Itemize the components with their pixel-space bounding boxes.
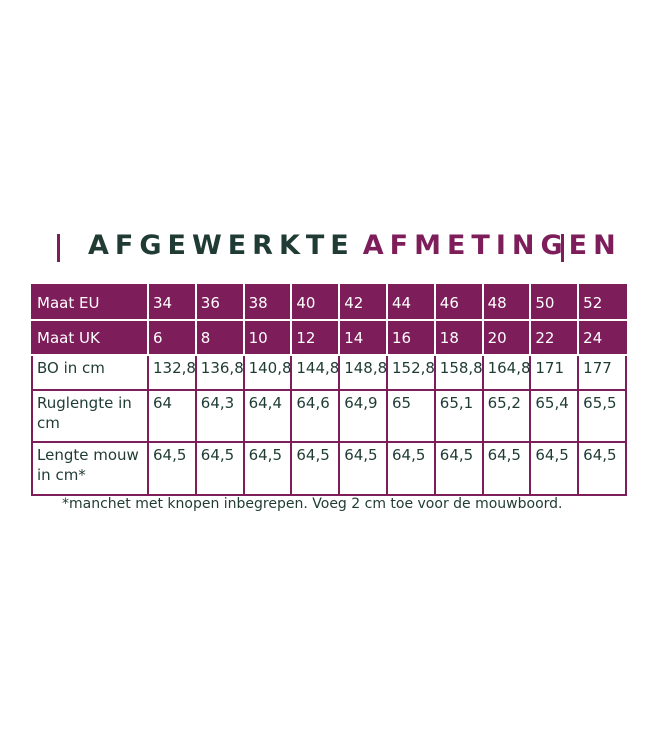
- table-cell: 6: [147, 319, 197, 356]
- table-cell: 132,8: [147, 354, 197, 391]
- table-cell: 140,8: [242, 354, 293, 391]
- row-label: Maat EU: [31, 284, 149, 321]
- table-cell: 64,9: [338, 389, 388, 443]
- table-cell: 136,8: [194, 354, 245, 391]
- table-cell: 50: [529, 284, 580, 321]
- table-cell: 64,5: [338, 441, 388, 496]
- size-table: Maat EU 34 36 38 40 42 44 46 48 50 52 Maat UK 6 8 10 12…: [31, 284, 627, 496]
- table-row: Ruglengte in cm 64 64,3 64,4 64,6 64,9 65 65,1 6…: [31, 389, 627, 443]
- table-row: Lengte mouw in cm* 64,5 64,5 64,5 64,5 64,5 64…: [31, 441, 627, 496]
- title: AFGEWERKTE AFMETINGEN: [88, 230, 622, 261]
- table-cell: 40: [290, 284, 341, 321]
- table-cell: 16: [385, 319, 436, 356]
- table-cell: 64,5: [385, 441, 436, 496]
- decor-bar: [57, 234, 60, 262]
- decor-bar: [561, 234, 564, 262]
- table-cell: 42: [338, 284, 388, 321]
- row-label: BO in cm: [31, 354, 149, 391]
- title-part: AFMETINGEN: [362, 230, 622, 261]
- table-cell: 65,5: [577, 389, 627, 443]
- table-row: Maat EU 34 36 38 40 42 44 46 48 50 52: [31, 284, 627, 321]
- table-cell: 12: [290, 319, 341, 356]
- table-cell: 22: [529, 319, 580, 356]
- table-cell: 8: [194, 319, 245, 356]
- table-cell: 14: [338, 319, 388, 356]
- row-label: Ruglengte in cm: [31, 389, 149, 443]
- table-cell: 24: [577, 319, 627, 356]
- table-cell: 65: [385, 389, 436, 443]
- table-cell: 10: [242, 319, 293, 356]
- table-cell: 48: [481, 284, 532, 321]
- table-cell: 64,5: [433, 441, 484, 496]
- table-cell: 148,8: [338, 354, 388, 391]
- table-cell: 64,5: [194, 441, 245, 496]
- row-label: Lengte mouw in cm*: [31, 441, 149, 496]
- table-cell: 171: [529, 354, 580, 391]
- table-cell: 152,8: [385, 354, 436, 391]
- table-cell: 65,2: [481, 389, 532, 443]
- table-cell: 64,5: [577, 441, 627, 496]
- title-part: AFGEWERKTE: [88, 230, 355, 261]
- table-cell: 64,5: [529, 441, 580, 496]
- table-cell: 64,4: [242, 389, 293, 443]
- table-cell: 64,5: [147, 441, 197, 496]
- table-row: Maat UK 6 8 10 12 14 16 18 20 22 24: [31, 319, 627, 356]
- table-cell: 164,8: [481, 354, 532, 391]
- table-cell: 65,4: [529, 389, 580, 443]
- table-cell: 64,6: [290, 389, 341, 443]
- table-cell: 158,8: [433, 354, 484, 391]
- table-cell: 177: [577, 354, 627, 391]
- table-cell: 20: [481, 319, 532, 356]
- table-cell: 44: [385, 284, 436, 321]
- table-cell: 64,5: [290, 441, 341, 496]
- footnote: *manchet met knopen inbegrepen. Voeg 2 c…: [62, 496, 563, 512]
- table-cell: 46: [433, 284, 484, 321]
- table-cell: 52: [577, 284, 627, 321]
- table-cell: 18: [433, 319, 484, 356]
- table-cell: 36: [194, 284, 245, 321]
- table-cell: 64,3: [194, 389, 245, 443]
- table-cell: 64: [147, 389, 197, 443]
- table-cell: 65,1: [433, 389, 484, 443]
- table-cell: 38: [242, 284, 293, 321]
- table-row: BO in cm 132,8 136,8 140,8 144,8 148,8 152,8 15…: [31, 354, 627, 391]
- table-cell: 144,8: [290, 354, 341, 391]
- table-cell: 64,5: [481, 441, 532, 496]
- row-label: Maat UK: [31, 319, 149, 356]
- table-cell: 34: [147, 284, 197, 321]
- table-cell: 64,5: [242, 441, 293, 496]
